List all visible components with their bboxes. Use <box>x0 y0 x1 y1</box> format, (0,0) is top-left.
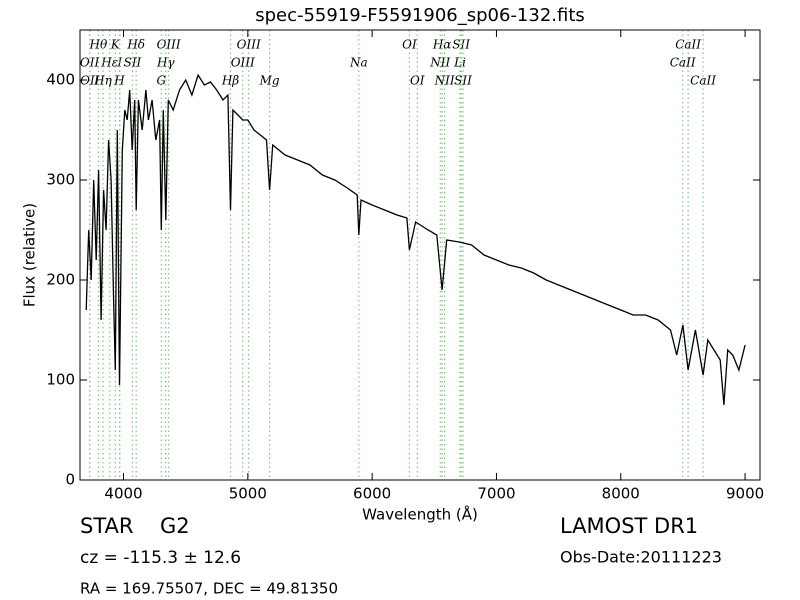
spectral-line-label: Hθ <box>89 38 108 52</box>
x-tick-label: 9000 <box>726 485 764 503</box>
spectral-line-label: Li <box>453 56 466 70</box>
x-tick-label: 6000 <box>353 485 391 503</box>
x-tick-label: 4000 <box>104 485 142 503</box>
x-axis-label: Wavelength (Å) <box>362 505 478 524</box>
spectral-line-label: CaII <box>690 74 716 88</box>
spectral-line-label: NII <box>434 74 455 88</box>
spectrum-line <box>85 73 746 406</box>
y-tick-label: 400 <box>46 71 75 89</box>
spectral-line-label: SII <box>452 38 470 52</box>
spectral-line-label: Hδ <box>126 38 145 52</box>
subclass: G2 <box>160 514 190 538</box>
spectral-line-label: SII <box>124 56 142 70</box>
spectral-line-label: OI <box>402 38 417 52</box>
spectral-line-label: CaII <box>670 56 696 70</box>
obs-date: Obs-Date:20111223 <box>560 548 722 567</box>
coords: RA = 169.75507, DEC = 49.81350 <box>80 580 338 598</box>
spectral-line-label: OI <box>410 74 425 88</box>
spectral-line-label: Hγ <box>156 56 175 70</box>
spectral-line-label: OIII <box>237 38 261 52</box>
spectral-line-label: SII <box>454 74 472 88</box>
redshift: cz = -115.3 ± 12.6 <box>80 548 241 568</box>
spectral-line-label: Hβ <box>221 74 239 88</box>
y-tick-label: 100 <box>46 371 75 389</box>
spectral-line-label: OIII <box>231 56 255 70</box>
spectral-line-label: OIII <box>157 38 181 52</box>
y-tick-label: 200 <box>46 271 75 289</box>
spectral-line-label: CaII <box>675 38 701 52</box>
y-axis-label: Flux (relative) <box>21 203 39 307</box>
spectral-line-label: Hε <box>100 56 118 70</box>
chart-title: spec-55919-F5591906_sp06-132.fits <box>255 5 585 26</box>
spectral-line-label: Hα <box>432 38 452 52</box>
x-tick-label: 5000 <box>229 485 267 503</box>
spectral-line-label: H <box>113 74 125 88</box>
spectral-line-label: NII <box>429 56 450 70</box>
plot-frame <box>79 29 761 481</box>
spectral-line-label: Na <box>349 56 368 70</box>
spectral-line-label: Hη <box>93 74 112 88</box>
class: STAR <box>80 514 133 538</box>
y-tick-label: 300 <box>46 171 75 189</box>
spectral-line-label: K <box>110 38 121 52</box>
spectral-line-label: OII <box>80 74 100 88</box>
y-tick-label: 0 <box>65 471 75 489</box>
x-tick-label: 8000 <box>602 485 640 503</box>
spectral-line-label: G <box>157 74 167 88</box>
spectral-line-label: Mg <box>259 74 280 88</box>
x-tick-label: 7000 <box>477 485 515 503</box>
survey: LAMOST DR1 <box>560 514 698 538</box>
